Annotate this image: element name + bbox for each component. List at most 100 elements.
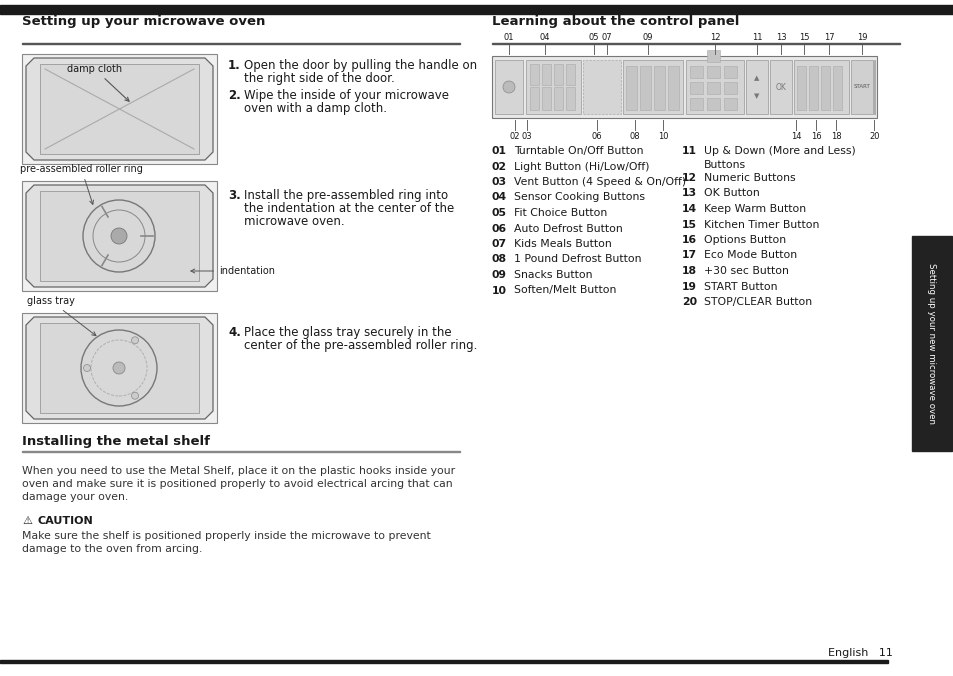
Text: 17: 17: [822, 33, 834, 42]
Text: 15: 15: [798, 33, 808, 42]
Text: 2.: 2.: [228, 89, 240, 102]
Text: Kids Meals Button: Kids Meals Button: [514, 239, 611, 249]
Bar: [723, 66, 737, 78]
Text: 02: 02: [492, 162, 507, 172]
Text: 13: 13: [775, 33, 785, 42]
Bar: [706, 98, 720, 110]
Bar: [821, 66, 829, 110]
Text: 3.: 3.: [228, 189, 240, 202]
Text: START: START: [853, 84, 869, 89]
Text: damp cloth: damp cloth: [67, 64, 129, 101]
Bar: [530, 87, 538, 110]
Text: 10: 10: [492, 285, 506, 295]
Bar: [22, 43, 459, 44]
Text: Setting up your microwave oven: Setting up your microwave oven: [22, 15, 265, 28]
Text: 06: 06: [591, 132, 601, 141]
Bar: [769, 60, 791, 114]
Text: 11: 11: [681, 146, 697, 156]
Bar: [22, 451, 459, 452]
Bar: [525, 60, 580, 114]
Text: indentation: indentation: [191, 266, 274, 276]
Text: 09: 09: [642, 33, 653, 42]
Text: Installing the metal shelf: Installing the metal shelf: [22, 435, 210, 448]
Text: 04: 04: [539, 33, 550, 42]
Bar: [492, 43, 899, 44]
Bar: [689, 66, 702, 78]
Bar: [639, 66, 650, 110]
Text: ▲: ▲: [754, 75, 759, 80]
Text: oven and make sure it is positioned properly to avoid electrical arcing that can: oven and make sure it is positioned prop…: [22, 479, 452, 489]
Bar: [530, 64, 538, 85]
Bar: [495, 60, 522, 114]
Bar: [554, 87, 562, 110]
Text: damage your oven.: damage your oven.: [22, 492, 128, 502]
Text: Eco Mode Button: Eco Mode Button: [703, 251, 797, 260]
Bar: [723, 82, 737, 94]
Text: 08: 08: [492, 254, 506, 264]
Bar: [706, 66, 720, 78]
Text: 4.: 4.: [228, 326, 240, 339]
Text: OK: OK: [775, 82, 785, 91]
Text: Sensor Cooking Buttons: Sensor Cooking Buttons: [514, 193, 644, 203]
Text: Soften/Melt Button: Soften/Melt Button: [514, 285, 616, 295]
Text: 07: 07: [601, 33, 612, 42]
Text: Turntable On/Off Button: Turntable On/Off Button: [514, 146, 643, 156]
Text: Keep Warm Button: Keep Warm Button: [703, 204, 805, 214]
Text: 19: 19: [856, 33, 866, 42]
Text: 01: 01: [503, 33, 514, 42]
Bar: [832, 66, 841, 110]
Bar: [622, 60, 682, 114]
Text: pre-assembled roller ring: pre-assembled roller ring: [20, 164, 143, 204]
Text: 03: 03: [492, 177, 507, 187]
Text: 1 Pound Defrost Button: 1 Pound Defrost Button: [514, 254, 640, 264]
Bar: [22, 313, 216, 423]
Text: STOP/CLEAR Button: STOP/CLEAR Button: [703, 297, 811, 307]
Text: START Button: START Button: [703, 281, 777, 291]
Text: 03: 03: [521, 132, 532, 141]
Circle shape: [132, 392, 138, 400]
Text: 05: 05: [492, 208, 506, 218]
Text: 17: 17: [681, 251, 697, 260]
Text: 10: 10: [657, 132, 667, 141]
Circle shape: [112, 362, 125, 374]
Text: 15: 15: [681, 220, 697, 229]
Bar: [565, 64, 575, 85]
Circle shape: [132, 337, 138, 344]
Bar: [745, 60, 767, 114]
Text: 04: 04: [492, 193, 507, 203]
Text: 16: 16: [681, 235, 697, 245]
Bar: [873, 60, 874, 114]
Text: Up & Down (More and Less): Up & Down (More and Less): [703, 146, 855, 156]
Text: 20: 20: [868, 132, 879, 141]
Bar: [22, 181, 216, 291]
Text: 09: 09: [492, 270, 506, 280]
Bar: [565, 87, 575, 110]
Text: Buttons: Buttons: [703, 160, 745, 170]
Polygon shape: [26, 58, 213, 160]
Bar: [685, 60, 743, 114]
Text: OK Button: OK Button: [703, 189, 759, 199]
Text: glass tray: glass tray: [27, 296, 96, 336]
Text: Numeric Buttons: Numeric Buttons: [703, 173, 795, 183]
Text: microwave oven.: microwave oven.: [244, 215, 344, 228]
Bar: [706, 50, 720, 62]
Bar: [0, 660, 887, 663]
Bar: [667, 66, 679, 110]
Text: Place the glass tray securely in the: Place the glass tray securely in the: [244, 326, 451, 339]
Text: 14: 14: [681, 204, 697, 214]
Text: 14: 14: [790, 132, 801, 141]
Bar: [911, 236, 951, 451]
Bar: [625, 66, 637, 110]
Text: 12: 12: [709, 33, 720, 42]
Text: 19: 19: [681, 281, 697, 291]
Bar: [492, 56, 876, 118]
Bar: [582, 60, 620, 114]
Bar: [689, 82, 702, 94]
Text: Wipe the inside of your microwave: Wipe the inside of your microwave: [244, 89, 449, 102]
Text: +30 sec Button: +30 sec Button: [703, 266, 788, 276]
Text: 20: 20: [681, 297, 697, 307]
Text: the right side of the door.: the right side of the door.: [244, 72, 395, 85]
Text: 18: 18: [681, 266, 697, 276]
Bar: [793, 60, 848, 114]
Text: 06: 06: [492, 224, 507, 233]
